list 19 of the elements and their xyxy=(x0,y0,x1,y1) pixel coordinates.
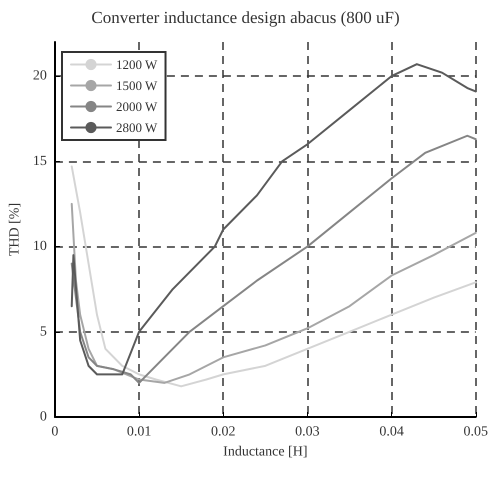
line-series xyxy=(70,202,477,384)
y-tick-label: 15 xyxy=(32,154,47,169)
x-tick-label: 0 xyxy=(51,424,58,440)
y-tick-label: 5 xyxy=(40,324,47,340)
x-tick-label: 0.04 xyxy=(379,424,404,440)
y-tick-label: 10 xyxy=(32,239,47,254)
x-tick-label: 0.05 xyxy=(464,424,488,440)
y-tick-label: 0 xyxy=(40,410,47,424)
legend-label: 2000 W xyxy=(116,99,158,114)
chart-title: Converter inductance design abacus (800 uF) xyxy=(91,8,400,27)
y-axis-title: THD [%] xyxy=(8,202,22,256)
x-axis-title: Inductance [H] xyxy=(223,444,308,460)
y-tick-label: 20 xyxy=(32,68,47,84)
legend-label: 2800 W xyxy=(116,120,158,135)
legend-label: 1200 W xyxy=(116,57,158,72)
x-tick-label: 0.02 xyxy=(210,424,236,440)
x-tick-label: 0.01 xyxy=(126,424,152,440)
legend-label: 1500 W xyxy=(116,78,158,93)
x-tick-label: 0.03 xyxy=(295,424,320,440)
